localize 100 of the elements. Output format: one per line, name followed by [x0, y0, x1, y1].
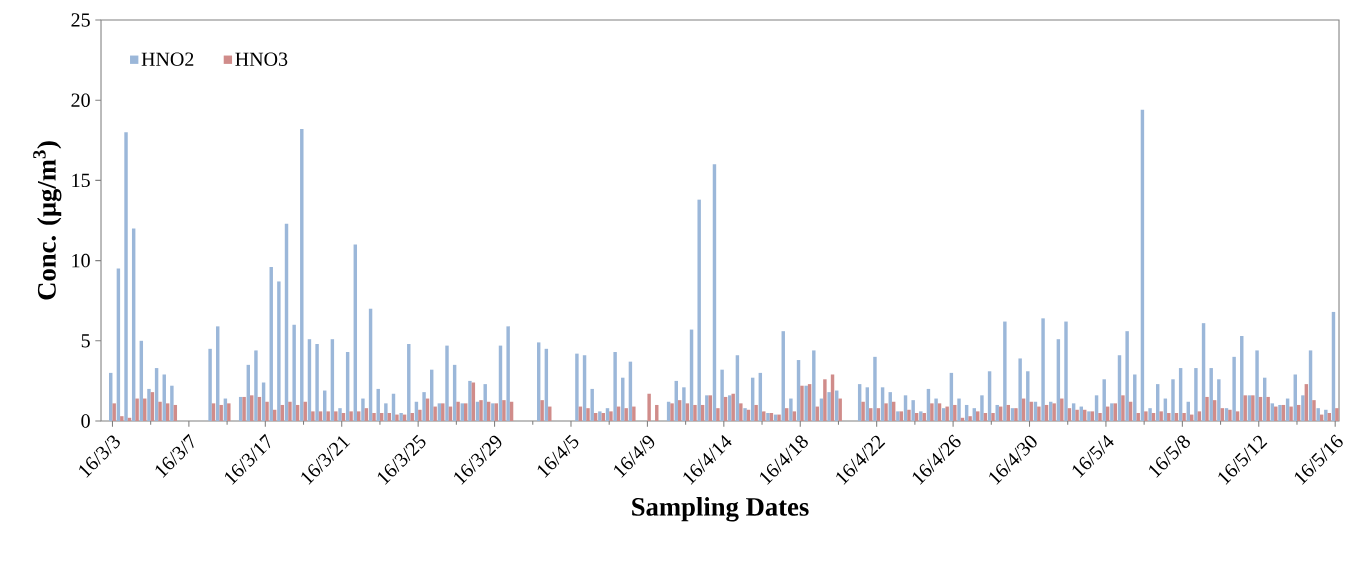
bar: [647, 393, 651, 421]
bar: [632, 406, 636, 421]
bar: [991, 412, 995, 421]
bar: [1125, 331, 1129, 421]
bar: [861, 401, 865, 421]
bar: [953, 404, 957, 421]
bar: [1228, 409, 1232, 421]
bar: [930, 403, 934, 421]
bar: [934, 398, 938, 421]
bar: [338, 408, 342, 421]
bar: [277, 281, 281, 421]
bar: [242, 396, 246, 421]
bar: [792, 411, 797, 421]
bar: [800, 385, 804, 421]
bar: [670, 403, 674, 421]
bar: [395, 414, 399, 421]
bar: [1167, 412, 1171, 421]
bar: [1026, 371, 1030, 421]
bar: [288, 401, 292, 421]
bar: [609, 411, 613, 421]
bar: [1171, 379, 1175, 421]
bar: [682, 387, 686, 421]
bar: [357, 411, 361, 421]
bar: [1278, 404, 1282, 421]
bar: [1133, 374, 1137, 421]
bar: [376, 388, 380, 421]
bar: [884, 403, 888, 421]
bar: [754, 404, 758, 421]
bar: [1121, 395, 1125, 421]
bar: [1060, 398, 1064, 421]
bar: [743, 408, 747, 421]
y-tick-label: 15: [72, 173, 90, 188]
bar: [158, 401, 162, 421]
x-axis-title: Sampling Dates: [632, 497, 809, 522]
bar: [812, 350, 816, 421]
bar: [1335, 408, 1339, 421]
bar: [693, 404, 697, 421]
y-tick-label: 5: [81, 334, 90, 348]
bar: [823, 379, 827, 421]
bar: [334, 411, 338, 421]
bar: [1251, 395, 1255, 421]
bar: [697, 199, 701, 421]
y-tick-label: 0: [81, 414, 90, 428]
bar: [1018, 358, 1022, 421]
bar: [907, 409, 911, 421]
bar: [980, 395, 984, 421]
bar: [483, 384, 487, 421]
bar: [1324, 409, 1328, 421]
bar: [468, 380, 472, 421]
bar: [1148, 408, 1152, 421]
y-axis-title: Conc. (μg/m$^{3}$): [33, 141, 62, 300]
bar: [1087, 411, 1091, 421]
bar: [219, 404, 223, 421]
bar: [1064, 321, 1068, 421]
bar: [361, 398, 365, 421]
bar: [1003, 321, 1007, 421]
bar: [1098, 412, 1102, 421]
bar: [418, 409, 422, 421]
bar: [1255, 350, 1259, 421]
y-tick-label: 10: [72, 253, 90, 268]
bar: [1194, 368, 1198, 421]
bar: [135, 398, 139, 421]
bar: [838, 398, 842, 421]
bar: [1159, 411, 1163, 421]
bar: [349, 411, 353, 421]
bar: [1014, 408, 1018, 421]
bar: [147, 388, 151, 421]
bar: [120, 416, 124, 421]
bar: [762, 411, 766, 421]
bar: [399, 412, 403, 421]
bar: [227, 403, 231, 421]
bar: [384, 403, 388, 421]
bar: [613, 352, 617, 421]
bar: [372, 412, 376, 421]
bar: [911, 400, 915, 421]
bar: [433, 406, 437, 421]
bar: [540, 400, 544, 421]
bar: [1289, 406, 1293, 421]
bar: [112, 403, 116, 421]
bar: [1301, 395, 1305, 421]
bar: [827, 392, 831, 421]
bar: [777, 414, 781, 421]
bar: [456, 401, 460, 421]
bar: [1144, 411, 1148, 421]
bar: [422, 392, 426, 421]
bar: [957, 398, 961, 421]
bar: [968, 416, 972, 421]
bar: [300, 129, 304, 421]
bar: [873, 356, 877, 421]
bar: [479, 400, 483, 421]
bar: [445, 345, 449, 421]
bar: [1197, 411, 1202, 421]
bar: [899, 411, 904, 421]
bar: [326, 411, 330, 421]
bar: [506, 326, 510, 421]
bar: [1041, 318, 1045, 421]
bar: [1209, 368, 1213, 421]
bar: [1235, 411, 1240, 421]
legend-label: HNO2: [141, 52, 194, 66]
bar: [254, 350, 258, 421]
